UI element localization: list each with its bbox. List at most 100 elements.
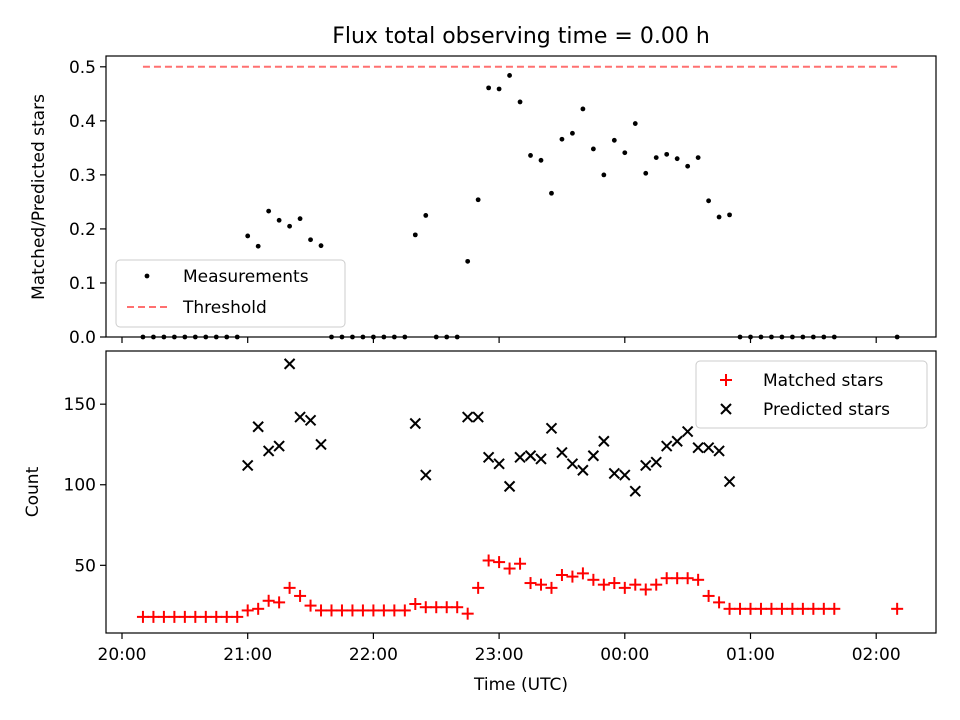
matched-star-point	[482, 554, 495, 567]
measurement-point	[276, 217, 282, 223]
measurement-point	[664, 151, 670, 157]
legend-threshold-label: Threshold	[182, 298, 267, 318]
matched-star-point	[231, 610, 244, 623]
predicted-star-point	[556, 446, 568, 459]
matched-star-point	[262, 594, 275, 607]
matched-star-point	[388, 604, 401, 617]
matched-star-point	[367, 604, 380, 617]
matched-star-point	[566, 570, 579, 583]
matched-star-point	[440, 601, 453, 614]
matched-star-point	[304, 599, 317, 612]
top-plot-area: 0.0 0.1 0.2 0.3 0.4 0.5	[69, 58, 900, 348]
matched-star-point	[147, 610, 160, 623]
bottom-y-tick-label: 150	[64, 395, 96, 415]
bottom-plot-area: 50 100 150 20:00 21:00 22:00 23:00 00:00 01:00 02…	[64, 358, 904, 665]
matched-star-point	[514, 557, 527, 570]
measurement-point	[423, 213, 429, 218]
top-legend-box	[115, 259, 346, 328]
matched-star-point	[555, 568, 568, 581]
matched-star-point	[775, 602, 788, 615]
measurement-point	[653, 155, 659, 160]
matched-star-point	[702, 589, 715, 602]
matched-star-point	[618, 581, 631, 594]
predicted-star-point	[577, 464, 589, 476]
measurement-point	[611, 137, 617, 143]
predicted-star-point	[252, 421, 264, 433]
matched-star-point	[472, 581, 485, 594]
x-tick-label: 02:00	[852, 645, 901, 665]
matched-star-point	[346, 604, 359, 617]
bottom-axes-frame	[105, 350, 937, 634]
measurement-point	[255, 243, 261, 249]
predicted-star-point	[702, 441, 715, 454]
predicted-star-point	[650, 456, 662, 468]
matched-star-point	[535, 578, 547, 591]
top-legend: Measurements Threshold	[115, 259, 346, 328]
legend-predicted-marker	[720, 403, 732, 415]
predicted-star-point	[619, 469, 631, 481]
matched-star-point	[660, 572, 673, 585]
matched-star-point	[294, 589, 307, 602]
measurement-point	[590, 146, 596, 152]
top-y-tick-label: 0.4	[69, 112, 96, 132]
matched-star-point	[273, 596, 286, 609]
top-y-axis-label: Matched/Predicted stars	[29, 94, 49, 300]
measurement-point	[475, 197, 481, 203]
measurement-point	[517, 99, 523, 105]
matched-star-point	[671, 572, 684, 585]
measurement-point	[528, 153, 533, 158]
measurement-point	[559, 136, 565, 142]
measurement-point	[318, 243, 324, 249]
matched-star-point	[168, 610, 181, 623]
matched-star-point	[524, 577, 537, 590]
measurement-point	[685, 163, 691, 169]
matched-star-point	[419, 601, 432, 614]
predicted-star-point	[723, 475, 736, 488]
measurement-point	[507, 73, 512, 78]
measurement-point	[601, 172, 607, 178]
predicted-star-point	[587, 450, 600, 462]
matched-star-point	[377, 604, 390, 617]
predicted-star-point	[660, 440, 673, 452]
matched-star-point	[157, 610, 170, 623]
measurement-point	[465, 258, 471, 264]
top-axes-frame	[105, 55, 937, 338]
measurement-point	[486, 85, 492, 91]
bottom-y-tick-label: 50	[74, 556, 96, 576]
matched-star-point	[199, 610, 212, 623]
predicted-star-point	[608, 467, 621, 480]
matched-star-point	[356, 604, 369, 617]
matched-star-point	[734, 602, 747, 615]
predicted-star-point	[514, 451, 526, 464]
x-axis-label: Time (UTC)	[473, 675, 568, 695]
matched-star-point	[430, 601, 443, 614]
x-tick-label: 21:00	[223, 645, 272, 665]
matched-star-point	[639, 583, 652, 596]
matched-star-point	[597, 578, 610, 591]
legend-measurements-label: Measurements	[183, 267, 309, 287]
legend-measurements-marker	[144, 273, 150, 279]
matched-star-point	[398, 604, 411, 617]
legend-predicted-label: Predicted stars	[763, 400, 890, 420]
legend-matched-label: Matched stars	[763, 371, 883, 391]
matched-star-point	[723, 602, 736, 615]
predicted-star-point	[262, 445, 275, 457]
predicted-star-point	[315, 438, 327, 451]
measurement-point	[706, 198, 711, 204]
predicted-star-point	[409, 417, 422, 430]
matched-star-point	[828, 602, 841, 615]
measurement-point	[632, 121, 638, 126]
predicted-star-point	[241, 459, 254, 472]
chart-title: Flux total observing time = 0.00 h	[332, 24, 710, 49]
matched-star-point	[817, 602, 830, 615]
matched-star-point	[189, 610, 202, 623]
matched-star-point	[409, 597, 422, 610]
predicted-star-point	[566, 458, 579, 470]
predicted-star-point	[681, 425, 694, 438]
legend-matched-marker	[720, 374, 732, 386]
top-y-tick-label: 0.2	[69, 220, 96, 240]
measurement-point	[538, 157, 544, 163]
measurement-point	[412, 232, 418, 238]
bottom-legend: Matched stars Predicted stars	[695, 360, 928, 429]
